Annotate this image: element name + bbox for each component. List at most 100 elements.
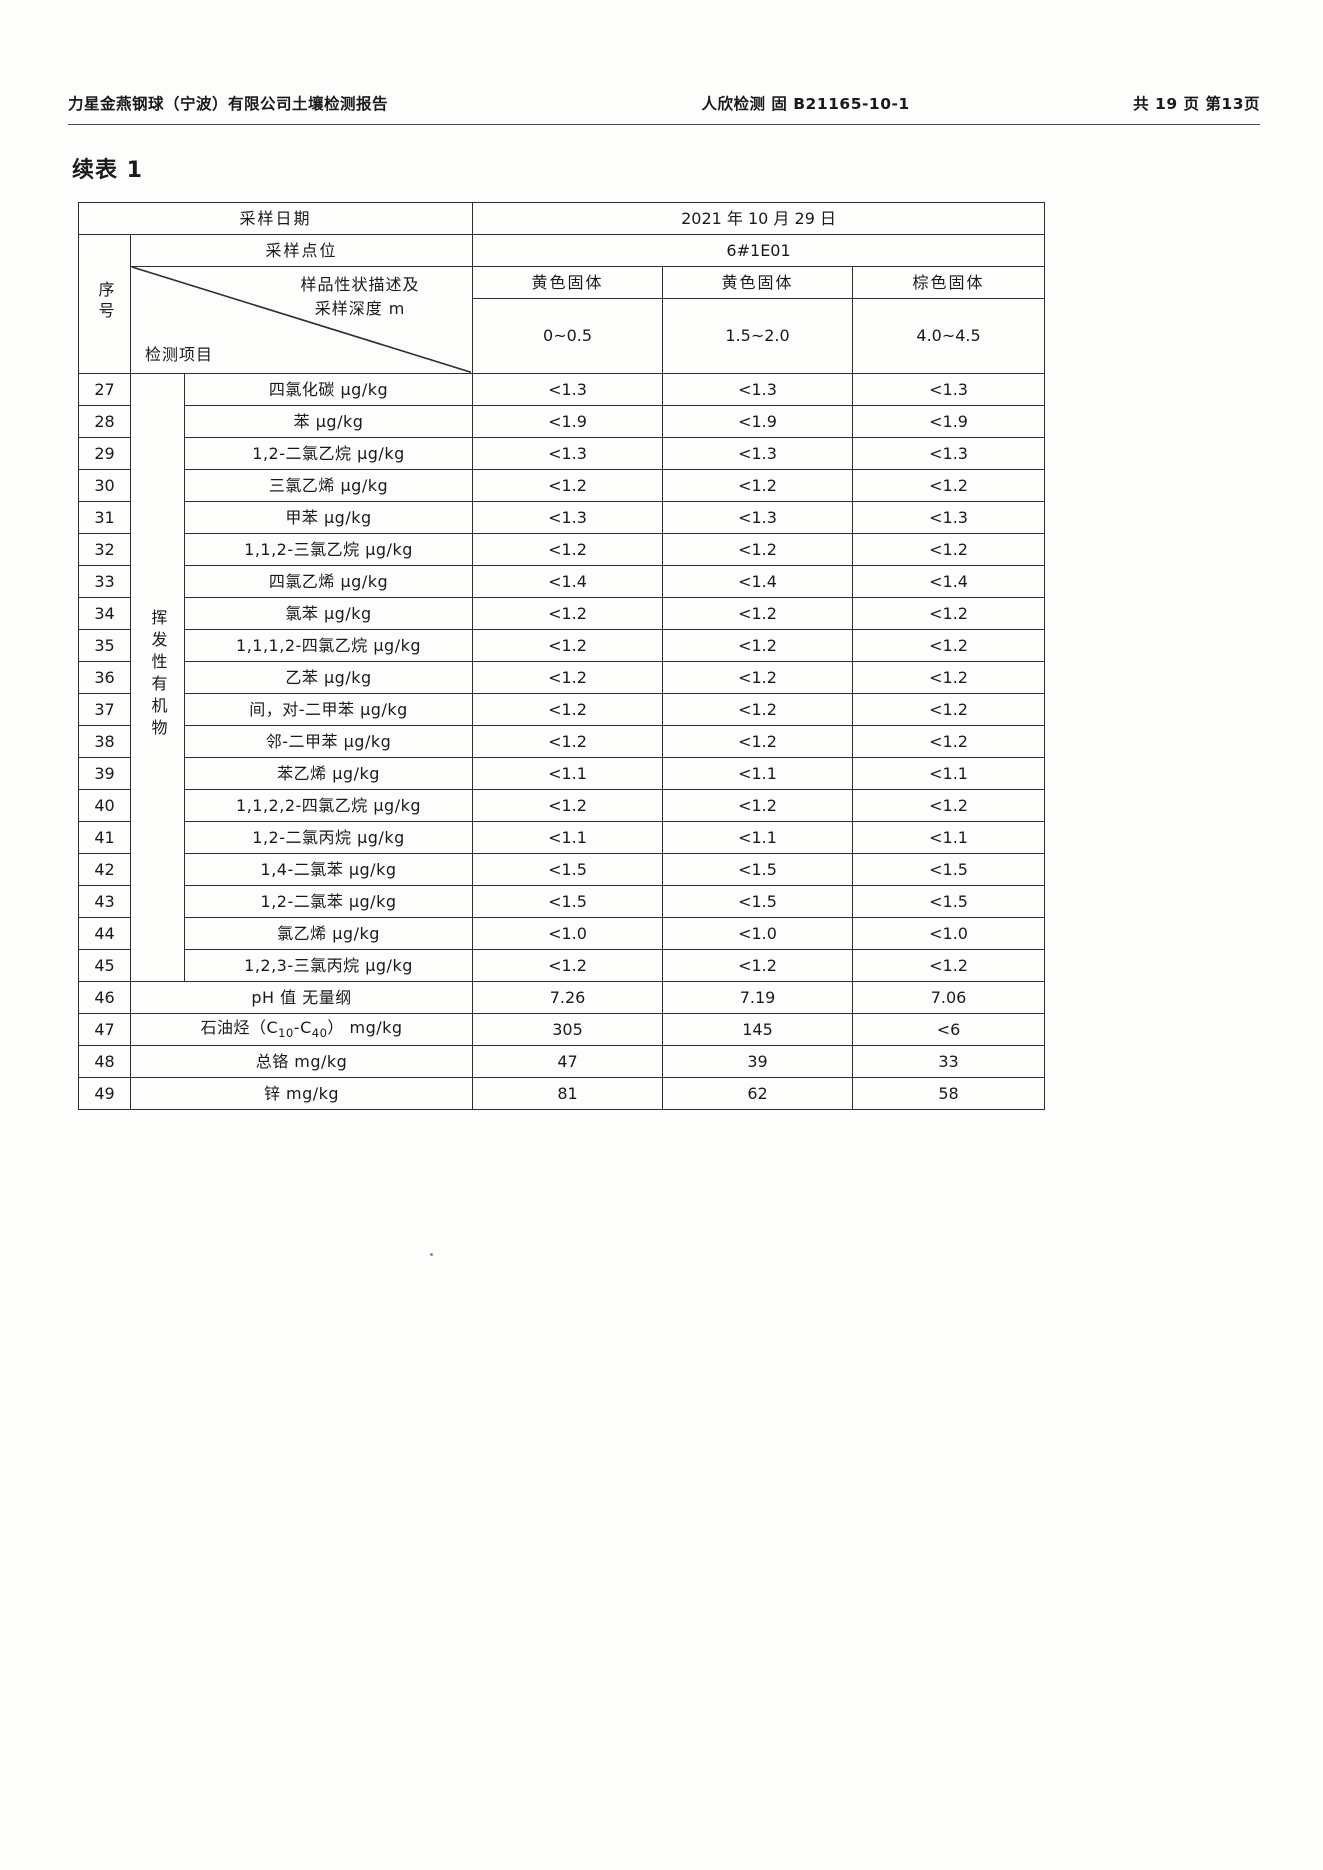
value-sampling-point: 6#1E01	[472, 234, 1046, 267]
scan-speck	[103, 310, 106, 313]
label-sampling-point: 采样点位	[129, 234, 474, 267]
row-seq-no: 28	[78, 405, 131, 438]
row-item-name: 苯 μg/kg	[183, 405, 474, 438]
row-item-name: 1,2-二氯苯 μg/kg	[183, 885, 474, 918]
row-value-col-3: <1.5	[852, 853, 1046, 886]
row-value-col-1: <1.9	[472, 405, 664, 438]
row-value-col-2: <1.2	[662, 949, 854, 982]
row-seq-no: 32	[78, 533, 131, 566]
row-value-col-2: <1.2	[662, 693, 854, 726]
row-seq-no: 46	[78, 981, 131, 1014]
row-value-col-3: <1.2	[852, 789, 1046, 822]
row-seq-no: 40	[78, 789, 131, 822]
table-row: 41 1,2-二氯丙烷 μg/kg <1.1 <1.1 <1.1	[78, 821, 1046, 854]
row-item-name: 1,2-二氯丙烷 μg/kg	[183, 821, 474, 854]
row-seq-no: 49	[78, 1077, 131, 1110]
row-seq-no: 39	[78, 757, 131, 790]
report-title: 力星金燕钢球（宁波）有限公司土壤检测报告	[68, 95, 389, 113]
sample-depth-col-3: 4.0~4.5	[852, 298, 1046, 374]
sample-depth-col-1: 0~0.5	[472, 298, 664, 374]
row-value-col-1: <1.3	[472, 373, 664, 406]
row-value-col-3: <1.9	[852, 405, 1046, 438]
row-value-col-2: <1.3	[662, 437, 854, 470]
row-seq-no: 48	[78, 1045, 131, 1078]
row-value-col-3: <1.1	[852, 757, 1046, 790]
row-value-col-2: <1.9	[662, 405, 854, 438]
row-value-col-1: 305	[472, 1013, 664, 1046]
row-item-name: 苯乙烯 μg/kg	[183, 757, 474, 790]
row-seq-no: 35	[78, 629, 131, 662]
row-value-col-3: 58	[852, 1077, 1046, 1110]
row-seq-no: 34	[78, 597, 131, 630]
label-test-item: 检测项目	[145, 345, 214, 364]
row-value-col-2: <1.2	[662, 725, 854, 758]
row-item-name: 四氯乙烯 μg/kg	[183, 565, 474, 598]
row-seq-no: 41	[78, 821, 131, 854]
row-value-col-1: 81	[472, 1077, 664, 1110]
row-value-col-2: <1.2	[662, 469, 854, 502]
table-row: 38 邻-二甲苯 μg/kg <1.2 <1.2 <1.2	[78, 725, 1046, 758]
row-value-col-2: <1.1	[662, 821, 854, 854]
row-item-name: 1,1,2,2-四氯乙烷 μg/kg	[183, 789, 474, 822]
row-value-col-2: <1.0	[662, 917, 854, 950]
table-row: 35 1,1,1,2-四氯乙烷 μg/kg <1.2 <1.2 <1.2	[78, 629, 1046, 662]
sample-desc-line2: 采样深度 m	[314, 299, 406, 318]
sample-desc-col-2: 黄色固体	[662, 266, 854, 299]
row-value-col-3: <1.1	[852, 821, 1046, 854]
sample-depth-col-2: 1.5~2.0	[662, 298, 854, 374]
label-sample-desc-depth: 样品性状描述及 采样深度 m	[260, 273, 460, 321]
results-table: 采样日期 2021 年 10 月 29 日 序号 采样点位 6#1E01	[77, 202, 1046, 1110]
row-value-col-3: <1.2	[852, 661, 1046, 694]
row-value-col-1: <1.2	[472, 629, 664, 662]
table-row: 45 1,2,3-三氯丙烷 μg/kg <1.2 <1.2 <1.2	[78, 949, 1046, 982]
table-row: 36 乙苯 μg/kg <1.2 <1.2 <1.2	[78, 661, 1046, 694]
row-value-col-3: <1.3	[852, 501, 1046, 534]
row-value-col-1: <1.2	[472, 949, 664, 982]
row-value-col-3: <1.2	[852, 469, 1046, 502]
row-value-col-3: <1.2	[852, 725, 1046, 758]
row-seq-no: 31	[78, 501, 131, 534]
row-value-col-2: <1.2	[662, 629, 854, 662]
row-value-col-3: <1.2	[852, 629, 1046, 662]
table-row: 40 1,1,2,2-四氯乙烷 μg/kg <1.2 <1.2 <1.2	[78, 789, 1046, 822]
row-item-name: 石油烃（C10-C40） mg/kg	[129, 1013, 474, 1046]
row-value-col-2: 7.19	[662, 981, 854, 1014]
seq-no-text: 序号	[95, 280, 115, 323]
row-seq-no: 37	[78, 693, 131, 726]
running-header: 力星金燕钢球（宁波）有限公司土壤检测报告 人欣检测 固 B21165-10-1 …	[68, 92, 1260, 114]
row-value-col-2: <1.5	[662, 853, 854, 886]
header-row-sampling-date: 采样日期 2021 年 10 月 29 日	[77, 202, 1046, 235]
table-row: 32 1,1,2-三氯乙烷 μg/kg <1.2 <1.2 <1.2	[78, 533, 1046, 566]
row-seq-no: 38	[78, 725, 131, 758]
row-value-col-2: 62	[662, 1077, 854, 1110]
row-value-col-1: 7.26	[472, 981, 664, 1014]
row-value-col-2: <1.3	[662, 373, 854, 406]
row-seq-no: 44	[78, 917, 131, 950]
group-label-voc: 挥发性有机物	[130, 373, 185, 982]
group-label-text: 挥发性有机物	[148, 609, 168, 741]
row-value-col-1: <1.2	[472, 469, 664, 502]
row-value-col-2: <1.2	[662, 533, 854, 566]
row-value-col-1: <1.2	[472, 693, 664, 726]
table-row: 29 1,2-二氯乙烷 μg/kg <1.3 <1.3 <1.3	[78, 437, 1046, 470]
row-item-name: 锌 mg/kg	[129, 1077, 474, 1110]
row-item-name: 三氯乙烯 μg/kg	[183, 469, 474, 502]
row-value-col-3: <1.5	[852, 885, 1046, 918]
row-value-col-3: <1.3	[852, 437, 1046, 470]
row-value-col-1: <1.1	[472, 821, 664, 854]
value-sampling-date: 2021 年 10 月 29 日	[472, 202, 1046, 235]
row-seq-no: 45	[78, 949, 131, 982]
sample-desc-line1: 样品性状描述及	[300, 275, 420, 294]
row-item-name: 1,1,1,2-四氯乙烷 μg/kg	[183, 629, 474, 662]
row-item-name: 四氯化碳 μg/kg	[183, 373, 474, 406]
row-item-name: 氯苯 μg/kg	[183, 597, 474, 630]
row-value-col-3: <1.3	[852, 373, 1046, 406]
row-value-col-1: 47	[472, 1045, 664, 1078]
header-row-sampling-point: 序号 采样点位 6#1E01	[78, 234, 1046, 374]
row-value-col-3: <1.2	[852, 693, 1046, 726]
row-item-name: pH 值 无量纲	[129, 981, 474, 1014]
row-seq-no: 33	[78, 565, 131, 598]
row-value-col-1: <1.3	[472, 437, 664, 470]
row-value-col-2: 39	[662, 1045, 854, 1078]
